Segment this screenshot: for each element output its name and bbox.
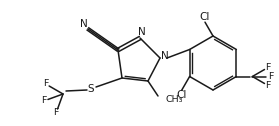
Text: S: S — [88, 84, 94, 94]
Text: F: F — [265, 81, 271, 90]
Text: F: F — [268, 72, 273, 81]
Text: F: F — [42, 96, 47, 105]
Text: N: N — [138, 27, 146, 37]
Text: Cl: Cl — [200, 12, 210, 22]
Text: F: F — [43, 80, 48, 88]
Text: N: N — [80, 19, 88, 29]
Text: Cl: Cl — [176, 90, 187, 100]
Text: N: N — [161, 51, 169, 61]
Text: F: F — [54, 108, 59, 117]
Text: F: F — [265, 63, 271, 72]
Text: CH₃: CH₃ — [165, 94, 182, 103]
